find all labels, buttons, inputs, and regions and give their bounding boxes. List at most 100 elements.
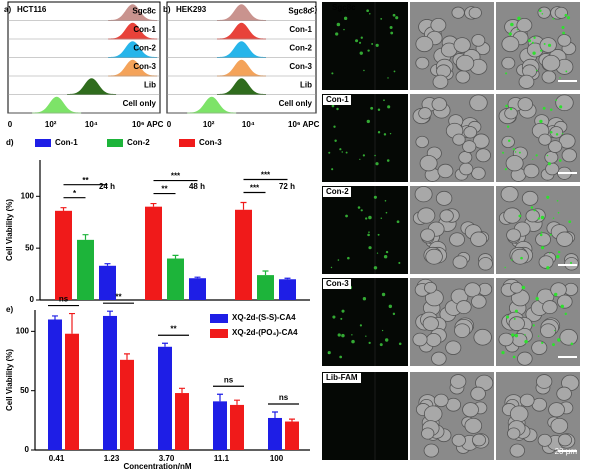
histogram-peak — [217, 4, 266, 21]
cell — [554, 6, 568, 19]
fam-signal — [542, 106, 546, 110]
cell — [424, 281, 437, 294]
x-tick-label: 3.70 — [159, 454, 175, 463]
error-bar — [162, 342, 168, 347]
group-label: 72 h — [279, 182, 295, 191]
fam-signal — [514, 151, 517, 153]
fam-signal — [524, 334, 526, 336]
significance-label: ** — [170, 324, 177, 333]
fam-signal — [555, 99, 558, 102]
fam-signal — [365, 217, 368, 220]
fam-signal — [328, 151, 331, 154]
fam-signal — [362, 297, 367, 301]
histogram-peak — [217, 59, 266, 77]
fam-signal — [358, 41, 362, 44]
y-tick-label: 50 — [25, 243, 34, 252]
cell — [452, 255, 468, 269]
fam-signal — [539, 119, 543, 124]
x-tick-label: 10² — [45, 120, 57, 129]
fam-signal — [507, 139, 511, 143]
fam-signal — [506, 315, 510, 319]
cell — [455, 54, 475, 72]
significance-label: ** — [115, 292, 122, 301]
fam-signal — [550, 108, 553, 111]
fam-signal — [392, 13, 396, 17]
fam-signal — [374, 154, 376, 157]
cell — [509, 443, 525, 458]
y-tick-label: 100 — [21, 191, 35, 200]
fam-signal — [339, 355, 343, 359]
bar — [167, 258, 184, 300]
cell — [473, 328, 492, 346]
cell — [439, 209, 454, 223]
fam-signal — [535, 297, 539, 301]
fam-signal — [546, 266, 550, 270]
cell — [453, 37, 471, 53]
fam-signal — [333, 125, 336, 128]
fam-signal — [559, 105, 563, 109]
fam-signal — [345, 214, 348, 218]
fam-signal — [556, 199, 559, 202]
cell — [545, 162, 560, 176]
fam-signal — [505, 104, 508, 108]
row-label: Lib-FAM — [326, 373, 358, 382]
fam-signal — [392, 312, 396, 316]
cell — [464, 282, 481, 298]
cell — [420, 228, 435, 242]
panel-label: c) — [310, 5, 317, 14]
fam-signal — [521, 285, 526, 290]
cell — [462, 140, 477, 153]
fam-signal — [568, 220, 572, 224]
cell — [454, 323, 471, 338]
fam-signal — [357, 206, 361, 209]
legend-label: Con-2 — [127, 138, 150, 147]
fam-signal — [502, 151, 505, 154]
error-bar — [60, 207, 67, 211]
fam-signal — [510, 22, 514, 27]
fam-signal — [514, 333, 519, 338]
cell — [501, 135, 515, 149]
cell — [415, 135, 429, 149]
group-label: 48 h — [189, 182, 205, 191]
fam-signal — [381, 329, 384, 332]
panel-label: a) — [4, 5, 11, 14]
fam-signal — [383, 133, 387, 136]
cell — [472, 133, 490, 149]
cell — [414, 186, 433, 203]
legend-swatch — [210, 329, 228, 338]
fam-signal — [554, 329, 556, 332]
fam-signal — [375, 162, 379, 166]
fam-signal — [383, 254, 388, 259]
fam-signal — [537, 217, 541, 220]
fam-signal — [512, 355, 516, 359]
cell — [504, 107, 518, 120]
cell — [540, 323, 557, 338]
fam-signal — [560, 304, 564, 309]
fam-signal — [557, 250, 561, 254]
cell — [422, 316, 439, 331]
row-label: Con-3 — [326, 279, 349, 288]
fam-signal — [570, 342, 574, 346]
x-tick-label: 10⁴ — [242, 120, 255, 129]
cell — [537, 433, 552, 447]
cell — [421, 427, 435, 440]
error-bar — [104, 263, 111, 266]
cell — [536, 374, 553, 389]
histogram-peak — [108, 4, 158, 21]
row-label: Con-2 — [133, 43, 156, 52]
bar — [103, 315, 117, 450]
histogram-peak — [217, 41, 266, 58]
histogram-peak — [187, 96, 237, 114]
error-bar — [107, 310, 113, 316]
fam-signal — [327, 352, 330, 355]
fam-signal — [540, 246, 545, 250]
error-bar — [262, 270, 269, 276]
fluorescence-image — [322, 186, 408, 274]
row-label-box — [323, 95, 351, 105]
fam-signal — [396, 220, 400, 224]
cell — [449, 232, 465, 247]
error-bar — [172, 254, 179, 259]
fam-signal — [535, 154, 538, 157]
cell — [557, 34, 572, 47]
